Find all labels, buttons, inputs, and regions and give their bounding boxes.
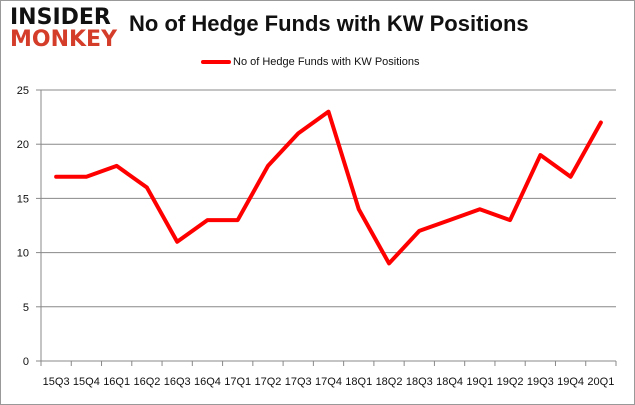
x-tick-label: 19Q2 xyxy=(497,376,524,388)
data-point xyxy=(358,208,360,210)
x-tick-label: 18Q4 xyxy=(436,376,463,388)
legend-label: No of Hedge Funds with KW Positions xyxy=(233,56,420,68)
x-tick-label: 17Q4 xyxy=(315,376,342,388)
data-point xyxy=(418,230,420,232)
y-tick-label: 0 xyxy=(23,356,29,368)
data-point xyxy=(449,219,451,221)
x-tick-label: 16Q4 xyxy=(194,376,221,388)
data-point xyxy=(116,165,118,167)
x-tick-label: 19Q1 xyxy=(466,376,493,388)
data-point xyxy=(600,122,602,124)
x-tick-label: 19Q3 xyxy=(527,376,554,388)
legend: No of Hedge Funds with KW Positions xyxy=(201,56,419,68)
x-tick-label: 16Q1 xyxy=(103,376,130,388)
data-point xyxy=(328,111,329,113)
data-point xyxy=(237,219,239,221)
data-point xyxy=(479,208,481,210)
data-point xyxy=(176,241,178,243)
x-tick-label: 18Q3 xyxy=(406,376,433,388)
data-point xyxy=(539,154,541,156)
logo-line2: MONKEY xyxy=(10,27,118,52)
x-tick-label: 16Q2 xyxy=(133,376,160,388)
data-point xyxy=(146,187,148,189)
chart-title: No of Hedge Funds with KW Positions xyxy=(129,11,529,36)
logo-line1: INSIDER xyxy=(10,5,111,30)
legend-swatch xyxy=(201,60,231,64)
x-tick-label: 19Q4 xyxy=(557,376,584,388)
data-point xyxy=(509,219,511,221)
data-point xyxy=(267,165,269,167)
y-tick-label: 20 xyxy=(17,139,29,151)
data-point xyxy=(206,219,208,221)
x-tick-label: 18Q2 xyxy=(376,376,403,388)
data-point xyxy=(55,176,57,178)
data-point xyxy=(297,132,299,134)
y-tick-label: 25 xyxy=(17,85,29,97)
series-line xyxy=(54,109,603,266)
data-point xyxy=(388,262,390,264)
x-tick-label: 15Q3 xyxy=(43,376,70,388)
y-tick-label: 5 xyxy=(23,302,29,314)
x-tick-label: 18Q1 xyxy=(345,376,372,388)
y-tick-label: 15 xyxy=(17,193,29,205)
insider-monkey-logo: INSIDER MONKEY xyxy=(10,7,117,51)
x-tick-label: 17Q2 xyxy=(255,376,282,388)
x-tick-label: 15Q4 xyxy=(73,376,100,388)
x-tick-label: 20Q1 xyxy=(587,376,614,388)
x-tick-label: 17Q3 xyxy=(285,376,312,388)
x-tick-label: 17Q1 xyxy=(224,376,251,388)
data-point xyxy=(570,176,572,178)
x-tick-label: 16Q3 xyxy=(164,376,191,388)
y-tick-label: 10 xyxy=(17,248,29,260)
data-point xyxy=(85,176,87,178)
